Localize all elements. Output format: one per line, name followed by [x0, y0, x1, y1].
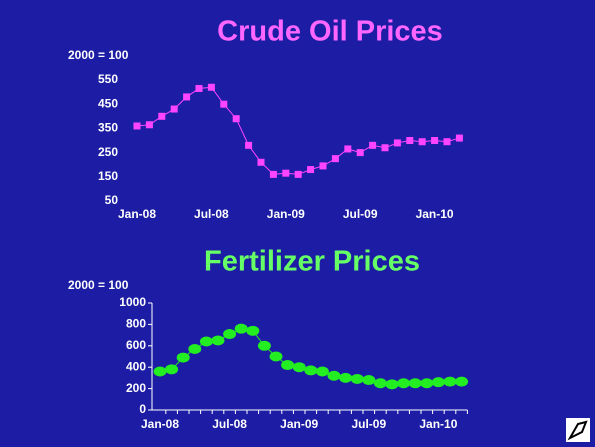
point: [443, 376, 457, 387]
point: [145, 121, 153, 129]
x-tick-label: Jul-08: [212, 417, 247, 431]
x-tick-label: Jan-10: [419, 417, 457, 431]
point: [443, 138, 451, 146]
point: [350, 373, 364, 384]
y-tick-label: 600: [126, 338, 146, 352]
chart-title: Fertilizer Prices: [204, 246, 420, 278]
point: [158, 112, 166, 120]
logo-icon: [566, 418, 590, 442]
point: [385, 379, 399, 390]
point: [327, 370, 341, 381]
point: [339, 372, 353, 383]
point: [393, 139, 401, 147]
point: [207, 83, 215, 91]
x-tick-label: Jan-09: [267, 207, 305, 221]
point: [153, 366, 167, 377]
point: [294, 170, 302, 178]
point: [408, 378, 422, 389]
x-tick-label: Jan-09: [280, 417, 318, 431]
point: [183, 93, 191, 101]
y-tick-label: 200: [126, 381, 146, 395]
point: [406, 137, 414, 144]
point: [165, 364, 179, 375]
point: [315, 366, 329, 377]
point: [257, 158, 265, 166]
point: [420, 378, 434, 389]
point: [199, 336, 213, 347]
point: [211, 335, 225, 346]
y-tick-label: 350: [98, 121, 118, 135]
point: [356, 149, 364, 157]
point: [245, 141, 253, 149]
y-tick-label: 550: [98, 72, 118, 86]
point: [304, 365, 318, 376]
point: [373, 378, 387, 389]
point: [269, 351, 283, 362]
point: [362, 375, 376, 386]
point: [232, 115, 240, 123]
point: [176, 352, 190, 363]
x-tick-label: Jul-09: [343, 207, 378, 221]
y-tick-label: 450: [98, 96, 118, 110]
point: [381, 144, 389, 152]
point: [369, 141, 377, 149]
point: [195, 84, 203, 92]
y-tick-label: 50: [105, 193, 119, 207]
y-tick-label: 0: [139, 402, 146, 416]
point: [246, 325, 260, 336]
y-axis-label: 2000 = 100: [68, 278, 129, 292]
y-tick-label: 400: [126, 359, 146, 373]
y-tick-label: 1000: [119, 295, 146, 309]
x-tick-label: Jan-10: [416, 207, 454, 221]
point: [133, 122, 141, 130]
point: [344, 145, 352, 153]
point: [307, 166, 315, 174]
point: [223, 329, 237, 340]
point: [319, 162, 327, 170]
point: [431, 377, 445, 388]
point: [234, 323, 248, 334]
point: [220, 100, 228, 108]
point: [269, 170, 277, 178]
point: [455, 134, 463, 142]
point: [281, 360, 295, 371]
point: [455, 376, 469, 387]
x-tick-label: Jan-08: [141, 417, 179, 431]
y-tick-label: 800: [126, 317, 146, 331]
point: [257, 340, 271, 351]
point: [331, 155, 339, 163]
point: [282, 169, 290, 177]
point: [292, 362, 306, 373]
point: [170, 105, 178, 113]
point: [431, 137, 439, 144]
y-axis-label: 2000 = 100: [68, 48, 129, 62]
point: [188, 344, 202, 355]
y-tick-label: 250: [98, 145, 118, 159]
y-tick-label: 150: [98, 169, 118, 183]
x-tick-label: Jul-08: [194, 207, 229, 221]
point: [397, 378, 411, 389]
point: [418, 138, 426, 146]
chart-title: Crude Oil Prices: [217, 16, 443, 48]
x-tick-label: Jul-09: [351, 417, 386, 431]
x-tick-label: Jan-08: [118, 207, 156, 221]
